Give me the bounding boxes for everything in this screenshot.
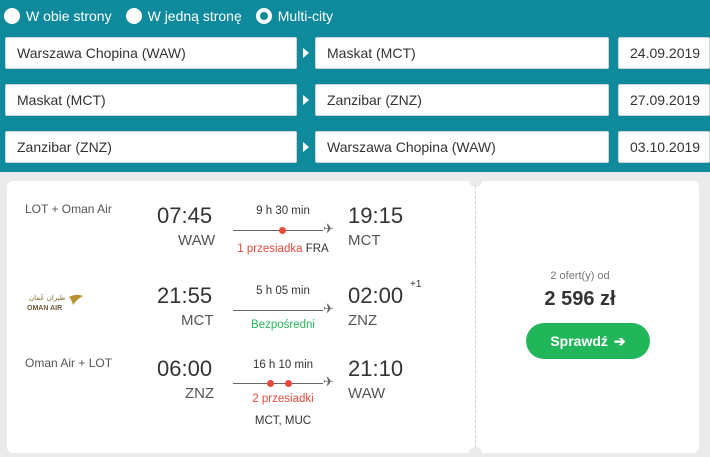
flight3-stops: 2 przesiadki	[228, 393, 338, 405]
flight1-stops: 1 przesiadka FRA	[228, 243, 338, 255]
flight3-stops-text: 2 przesiadki	[252, 393, 314, 405]
flight3-dep-time: 06:00	[157, 356, 213, 381]
leg3-from-field[interactable]: Zanzibar (ZNZ)	[5, 131, 297, 163]
offers-count: 2 ofert(y) od	[550, 270, 610, 282]
flight2-duration: 5 h 05 min	[256, 285, 310, 297]
leg2-date-field[interactable]: 27.09.2019	[618, 84, 710, 116]
flight1-dep-airport: WAW	[178, 232, 216, 249]
oman-air-logo: طيران عُمان OMAN AIR	[27, 293, 83, 312]
leg1-date-field[interactable]: 24.09.2019	[618, 37, 710, 69]
flight3-stop-cities: MCT, MUC	[254, 415, 312, 427]
radio-oneway[interactable]	[125, 8, 142, 24]
trip-type-multicity-label: Multi-city	[277, 8, 333, 24]
leg3-date-field[interactable]: 03.10.2019	[618, 131, 710, 163]
trip-type-selector: W obie strony W jedną stronę Multi-city	[4, 5, 347, 27]
flight1-duration: 9 h 30 min	[256, 205, 310, 217]
flight3-arr-time: 21:10	[348, 356, 404, 381]
flight1-stop-city: FRA	[305, 243, 329, 255]
card-notch-bottom	[469, 447, 482, 457]
flight2-stops-text: Bezpośredni	[251, 319, 315, 331]
flight3-arr-airport: WAW	[348, 385, 386, 402]
flight1-arr-airport: MCT	[348, 232, 381, 249]
leg1-to-field[interactable]: Maskat (MCT)	[315, 37, 609, 69]
check-button[interactable]: Sprawdź ➔	[526, 323, 650, 359]
price: 2 596 zł	[544, 288, 616, 310]
leg3-to-field[interactable]: Warszawa Chopina (WAW)	[315, 131, 609, 163]
search-panel: W obie strony W jedną stronę Multi-city …	[0, 0, 710, 172]
flight1-stops-text: 1 przesiadka	[237, 243, 303, 255]
leg2-arrow-icon	[303, 95, 309, 105]
svg-text:طيران عُمان: طيران عُمان	[29, 293, 66, 302]
radio-round[interactable]	[4, 8, 20, 24]
flight3-duration: 16 h 10 min	[252, 359, 314, 371]
trip-type-round-label: W obie strony	[26, 8, 112, 24]
check-button-label: Sprawdź	[550, 333, 608, 349]
flight2-dep-time: 21:55	[157, 283, 213, 308]
flight2-plane-icon: ✈	[323, 301, 334, 316]
radio-multicity[interactable]	[255, 8, 272, 24]
trip-type-multicity[interactable]: Multi-city	[255, 8, 333, 24]
flight1-dep-time: 07:45	[157, 203, 213, 228]
card-notch-top	[469, 174, 482, 187]
flight1-plane-icon: ✈	[323, 221, 334, 236]
result-card[interactable]: LOT + Oman Air 07:45 WAW 9 h 30 min ✈ 1 …	[7, 174, 699, 457]
trip-type-oneway-label: W jedną stronę	[147, 8, 242, 24]
flight1-route-line	[233, 230, 323, 231]
flight1-arr-time: 19:15	[348, 203, 404, 228]
leg2-to-field[interactable]: Zanzibar (ZNZ)	[315, 84, 609, 116]
flight1-airline: LOT + Oman Air	[25, 202, 112, 216]
trip-type-round[interactable]: W obie strony	[4, 8, 112, 24]
flight3-airline: Oman Air + LOT	[25, 356, 113, 370]
flight3-plane-icon: ✈	[323, 374, 334, 389]
leg2-from-field[interactable]: Maskat (MCT)	[5, 84, 297, 116]
flight3-dep-airport: ZNZ	[185, 385, 215, 402]
arrow-right-icon: ➔	[613, 332, 626, 349]
trip-type-oneway[interactable]: W jedną stronę	[125, 8, 242, 24]
flight2-route-line	[233, 310, 323, 311]
flight1-stop-dot	[279, 227, 286, 234]
flight3-stop-dot-1	[267, 380, 274, 387]
svg-text:OMAN AIR: OMAN AIR	[27, 305, 62, 312]
flight2-arr-airport: ZNZ	[348, 312, 378, 329]
card-divider	[475, 181, 476, 453]
leg1-arrow-icon	[303, 48, 309, 58]
flight3-stop-dot-2	[285, 380, 292, 387]
flight2-dep-airport: MCT	[181, 312, 214, 329]
flight2-day-offset: +1	[410, 279, 422, 290]
leg1-from-field[interactable]: Warszawa Chopina (WAW)	[5, 37, 297, 69]
flight3-route-line	[233, 383, 323, 384]
flight2-stops: Bezpośredni	[228, 319, 338, 331]
flight2-arr-time: 02:00	[348, 283, 404, 308]
leg3-arrow-icon	[303, 142, 309, 152]
